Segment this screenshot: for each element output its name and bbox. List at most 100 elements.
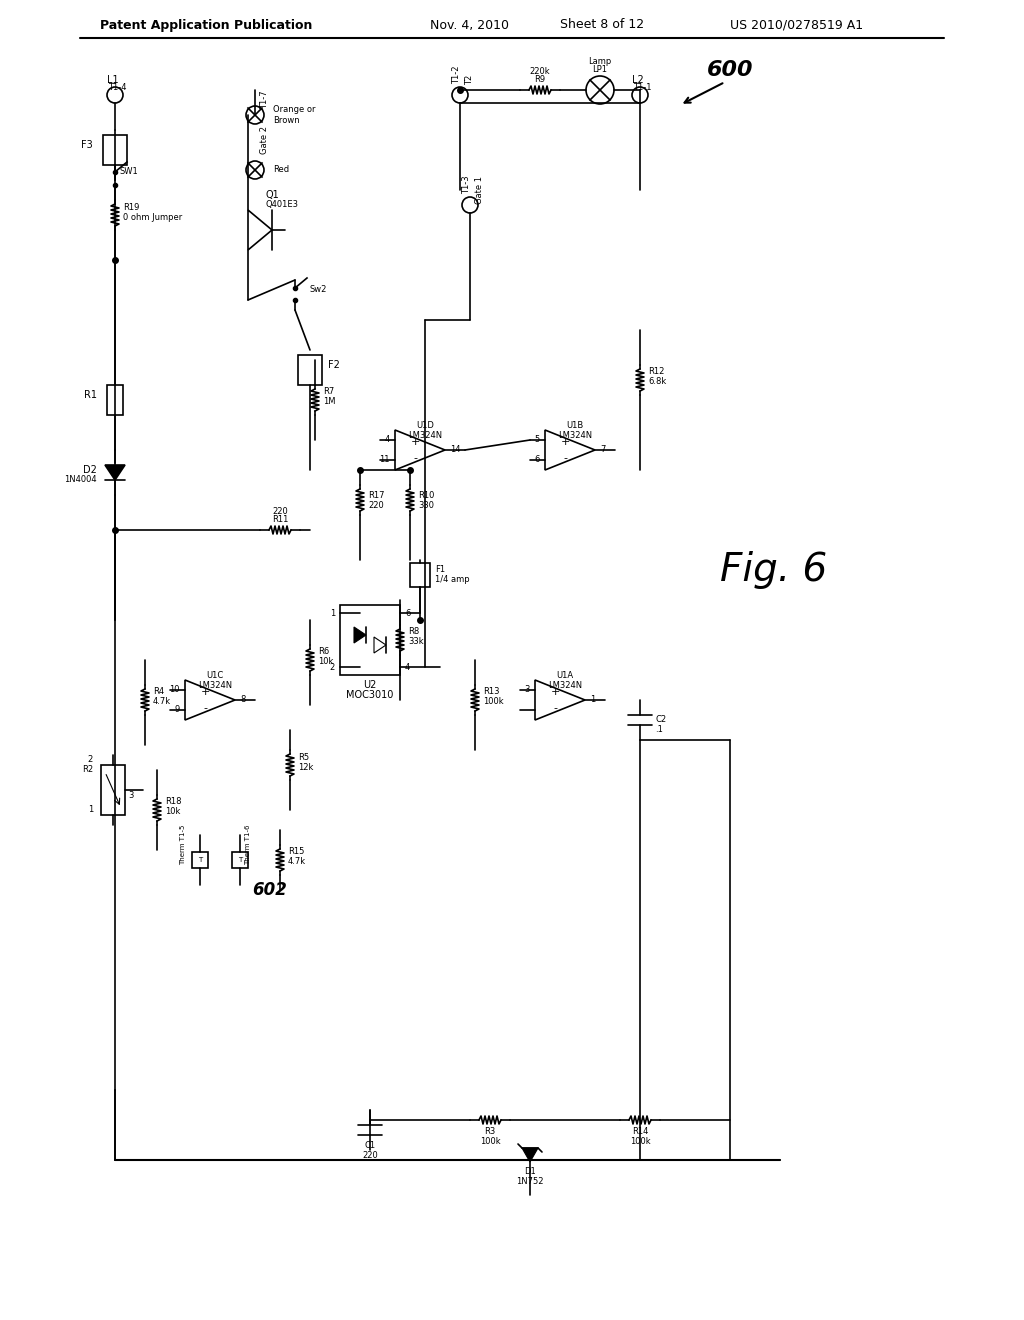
Text: R8: R8 (408, 627, 419, 636)
Text: Orange or
Brown: Orange or Brown (273, 106, 315, 124)
Text: D1: D1 (524, 1167, 536, 1176)
Text: 11: 11 (380, 455, 390, 465)
Text: U1D: U1D (416, 421, 434, 429)
Text: R9: R9 (535, 75, 546, 84)
Text: 9: 9 (175, 705, 180, 714)
Text: Patent Application Publication: Patent Application Publication (100, 18, 312, 32)
Text: R14: R14 (632, 1127, 648, 1137)
Text: 33k: 33k (408, 638, 424, 647)
Text: T1-7: T1-7 (260, 91, 269, 110)
Text: Therm T1-5: Therm T1-5 (180, 825, 186, 865)
Text: 2: 2 (330, 663, 335, 672)
Text: .1: .1 (655, 726, 663, 734)
Text: 12k: 12k (298, 763, 313, 771)
Text: Sw2: Sw2 (310, 285, 328, 294)
Bar (193, 851, 208, 869)
Text: U1C: U1C (207, 671, 223, 680)
Text: C2: C2 (655, 715, 667, 725)
Text: R15: R15 (288, 847, 304, 857)
Text: 6.8k: 6.8k (648, 378, 667, 387)
Text: 1N4004: 1N4004 (65, 475, 97, 484)
Text: -: - (203, 704, 207, 713)
Text: F2: F2 (328, 360, 340, 370)
Text: R18: R18 (165, 797, 181, 807)
Bar (101, 766, 125, 814)
Text: 1: 1 (88, 805, 93, 814)
Text: 100k: 100k (630, 1138, 650, 1147)
Text: T2: T2 (465, 75, 474, 84)
Text: R3: R3 (484, 1127, 496, 1137)
Text: 4: 4 (385, 436, 390, 445)
Bar (298, 355, 322, 385)
Text: 10k: 10k (165, 808, 180, 817)
Text: 220k: 220k (529, 67, 550, 77)
Text: 602: 602 (253, 880, 288, 899)
Text: R11: R11 (271, 516, 288, 524)
Text: Fig. 6: Fig. 6 (720, 550, 827, 589)
Text: 100k: 100k (483, 697, 504, 706)
Text: T: T (198, 857, 202, 863)
Text: 1/4 amp: 1/4 amp (435, 576, 470, 585)
Text: LM324N: LM324N (408, 430, 442, 440)
Text: -: - (413, 453, 417, 463)
Text: 5: 5 (535, 436, 540, 445)
Text: 8: 8 (240, 696, 246, 705)
Bar (340, 605, 400, 675)
Text: 10: 10 (170, 685, 180, 694)
Text: Q1: Q1 (265, 190, 279, 201)
Bar (106, 385, 123, 414)
Text: +: + (411, 437, 420, 447)
Text: 10k: 10k (318, 657, 334, 667)
Text: R7: R7 (323, 388, 334, 396)
Text: 100k: 100k (479, 1138, 501, 1147)
Text: -: - (563, 453, 567, 463)
Text: US 2010/0278519 A1: US 2010/0278519 A1 (730, 18, 863, 32)
Text: Q401E3: Q401E3 (265, 201, 298, 210)
Text: 6: 6 (535, 455, 540, 465)
Text: R13: R13 (483, 688, 500, 697)
Text: 220: 220 (368, 500, 384, 510)
Text: 1: 1 (330, 609, 335, 618)
Text: LM324N: LM324N (558, 430, 592, 440)
Bar (103, 135, 127, 165)
Text: 14: 14 (450, 446, 461, 454)
Polygon shape (354, 627, 366, 643)
Text: SW1: SW1 (120, 168, 138, 177)
Text: Gate 2: Gate 2 (260, 125, 269, 154)
Text: R4: R4 (153, 688, 164, 697)
Text: 1: 1 (590, 696, 595, 705)
Text: Therm T1-6: Therm T1-6 (245, 825, 251, 865)
Text: +: + (201, 686, 210, 697)
Text: C1: C1 (365, 1140, 376, 1150)
Text: U1B: U1B (566, 421, 584, 429)
Text: R2: R2 (82, 766, 93, 775)
Text: R19: R19 (123, 202, 139, 211)
Text: R10: R10 (418, 491, 434, 499)
Text: 3: 3 (128, 791, 133, 800)
Text: LP1: LP1 (593, 66, 607, 74)
Text: 4.7k: 4.7k (288, 858, 306, 866)
Text: T1-4: T1-4 (108, 83, 126, 92)
Text: 2: 2 (88, 755, 93, 764)
Text: Sheet 8 of 12: Sheet 8 of 12 (560, 18, 644, 32)
Bar (410, 564, 430, 587)
Text: Gate 1: Gate 1 (475, 176, 484, 205)
Text: U2: U2 (364, 680, 377, 690)
Text: Nov. 4, 2010: Nov. 4, 2010 (430, 18, 509, 32)
Text: +: + (550, 686, 560, 697)
Text: 600: 600 (707, 59, 754, 81)
Text: R12: R12 (648, 367, 665, 376)
Text: 220: 220 (272, 507, 288, 516)
Text: MOC3010: MOC3010 (346, 690, 393, 700)
Text: D2: D2 (83, 465, 97, 475)
Text: 0 ohm Jumper: 0 ohm Jumper (123, 213, 182, 222)
Text: LM324N: LM324N (548, 681, 582, 689)
Text: 4.7k: 4.7k (153, 697, 171, 706)
Polygon shape (522, 1148, 538, 1162)
Text: 1N752: 1N752 (516, 1177, 544, 1187)
Text: 220: 220 (362, 1151, 378, 1159)
Text: R1: R1 (84, 389, 97, 400)
Text: R6: R6 (318, 648, 330, 656)
Text: 6: 6 (406, 609, 411, 618)
Text: Red: Red (273, 165, 289, 174)
